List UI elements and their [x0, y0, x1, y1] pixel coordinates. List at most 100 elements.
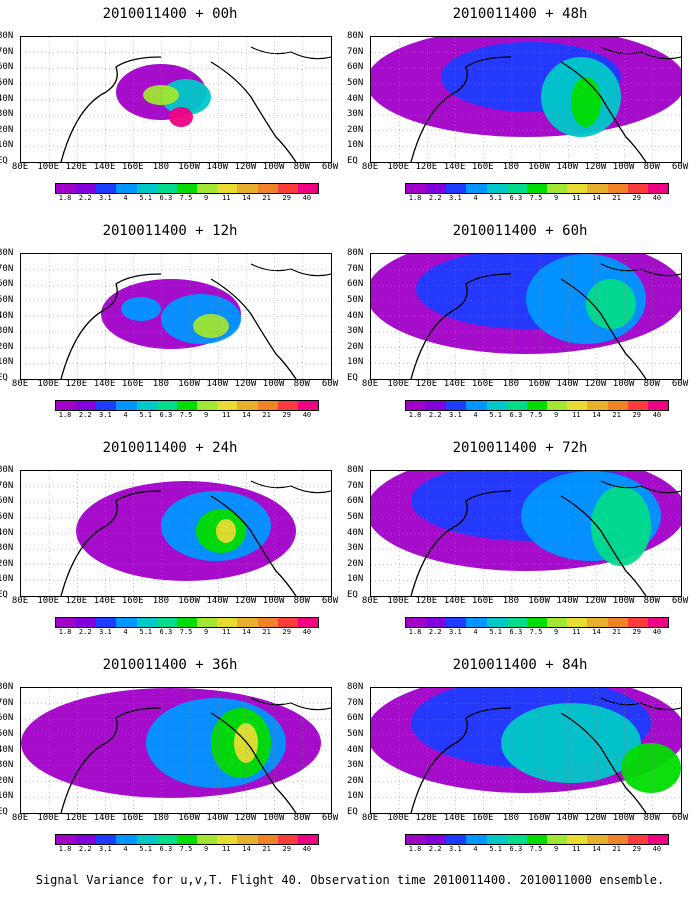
colorbar-label: 1.8	[58, 411, 72, 419]
lat-tick-label: 20N	[0, 124, 14, 135]
colorbar-swatch	[257, 835, 278, 844]
lon-tick-label: 160E	[471, 596, 494, 606]
lon-tick-label: 160W	[178, 162, 200, 172]
colorbar-labels: 1.8 2.2 3.1 4 5.1 6.3 7.5 9 11 14 21 29 40	[405, 845, 667, 855]
colorbar-label: 5.1	[139, 845, 153, 853]
colorbar-swatch	[506, 184, 527, 193]
lat-tick-label: 80N	[347, 248, 364, 258]
colorbar-label: 5.1	[139, 628, 153, 636]
colorbar-swatch	[587, 184, 608, 193]
colorbar-label: 29	[282, 628, 291, 636]
colorbar-swatch	[607, 401, 628, 410]
lon-tick-label: 120E	[65, 379, 88, 389]
colorbar-swatch	[176, 184, 198, 193]
figure-caption: Signal Variance for u,v,T. Flight 40. Ob…	[35, 873, 665, 887]
coastline-arctic	[600, 697, 681, 711]
colorbar-label: 4	[473, 194, 478, 202]
colorbar-label: 11	[222, 845, 231, 853]
lon-tick-label: 140W	[556, 813, 579, 823]
colorbar	[55, 400, 319, 411]
coastline-arctic	[600, 480, 681, 494]
lon-tick-label: 160W	[178, 596, 200, 606]
colorbar-swatch	[486, 835, 507, 844]
colorbar-swatch	[526, 401, 548, 410]
lon-tick-label: 100W	[262, 813, 285, 823]
colorbar-swatch	[96, 401, 117, 410]
colorbar-label: 21	[262, 411, 271, 419]
colorbar-swatch	[197, 835, 218, 844]
colorbar-swatch	[116, 401, 137, 410]
lon-tick-label: 100W	[262, 596, 285, 606]
lat-tick-label: 10N	[347, 791, 364, 802]
colorbar-swatch	[486, 618, 507, 627]
colorbar-label: 4	[123, 194, 128, 202]
lon-tick-label: 160E	[121, 813, 144, 823]
lat-tick-label: 80N	[0, 248, 14, 258]
panel-title: 2010011400 + 60h	[452, 223, 588, 239]
lon-tick-label: 100E	[37, 596, 60, 606]
lon-tick-label: 160W	[528, 596, 550, 606]
lon-tick-label: 180	[152, 379, 170, 389]
colorbar-swatch	[56, 184, 77, 193]
colorbar-labels: 1.8 2.2 3.1 4 5.1 6.3 7.5 9 11 14 21 29 40	[55, 194, 317, 204]
map-plot	[20, 687, 332, 814]
lon-tick-label: 80E	[361, 379, 379, 389]
colorbar-label: 11	[572, 411, 581, 419]
coastline-arctic	[250, 46, 331, 60]
field-84h	[371, 688, 681, 813]
colorbar-swatch	[446, 618, 467, 627]
colorbar-label: 40	[302, 411, 312, 419]
colorbar-swatch	[526, 618, 548, 627]
colorbar	[55, 617, 319, 628]
lon-tick-label: 120E	[65, 596, 88, 606]
variance-contour	[591, 486, 651, 566]
colorbar-label: 1.8	[408, 194, 422, 202]
colorbar-swatch	[627, 401, 648, 410]
lat-tick-label: 40N	[347, 744, 364, 755]
lon-tick-label: 180	[152, 813, 170, 823]
colorbar-labels: 1.8 2.2 3.1 4 5.1 6.3 7.5 9 11 14 21 29 40	[405, 628, 667, 638]
colorbar-label: 14	[592, 628, 601, 636]
colorbar-label: 29	[632, 628, 641, 636]
lat-tick-label: 20N	[347, 341, 364, 352]
colorbar-swatch	[607, 618, 628, 627]
colorbar-label: 11	[572, 845, 581, 853]
colorbar-label: 14	[242, 845, 251, 853]
colorbar-label: 9	[204, 411, 209, 419]
lon-tick-label: 140W	[556, 162, 579, 172]
lon-tick-label: 100E	[37, 813, 60, 823]
colorbar-swatch	[277, 618, 298, 627]
lon-tick-label: 60W	[671, 596, 689, 606]
lat-tick-label: EQ	[0, 807, 8, 817]
lat-tick-label: 80N	[347, 682, 364, 692]
colorbar-swatch	[56, 401, 77, 410]
colorbar-swatch	[406, 835, 427, 844]
colorbar-swatch	[607, 184, 628, 193]
colorbar-swatch	[136, 184, 157, 193]
coastline-asia	[60, 273, 162, 379]
lat-tick-label: 30N	[347, 326, 364, 337]
lon-tick-label: 160W	[528, 162, 550, 172]
colorbar-swatch	[156, 835, 177, 844]
lon-tick-label: 180	[152, 596, 170, 606]
panel-48h: 2010011400 + 48h 80N 70N 60N 50N 40N 30N 20N 10…	[347, 0, 690, 215]
colorbar-swatch	[56, 835, 77, 844]
colorbar-swatch	[607, 835, 628, 844]
lat-tick-label: 70N	[0, 46, 14, 57]
lon-tick-label: 120E	[415, 813, 438, 823]
colorbar-swatch	[176, 835, 198, 844]
colorbar-label: 3.1	[99, 628, 112, 636]
colorbar-label: 21	[612, 194, 621, 202]
lat-tick-label: 80N	[347, 465, 364, 475]
lon-tick-label: 180	[502, 813, 520, 823]
colorbar-label: 9	[554, 845, 559, 853]
field-36h	[21, 688, 331, 813]
map-plot	[20, 36, 332, 163]
colorbar-label: 6.3	[159, 411, 173, 419]
lon-tick-label: 100E	[387, 162, 410, 172]
colorbar-swatch	[567, 618, 588, 627]
colorbar-swatch	[257, 184, 278, 193]
coastline-asia	[410, 56, 512, 162]
colorbar-swatch	[197, 184, 218, 193]
lon-tick-label: 60W	[321, 596, 339, 606]
